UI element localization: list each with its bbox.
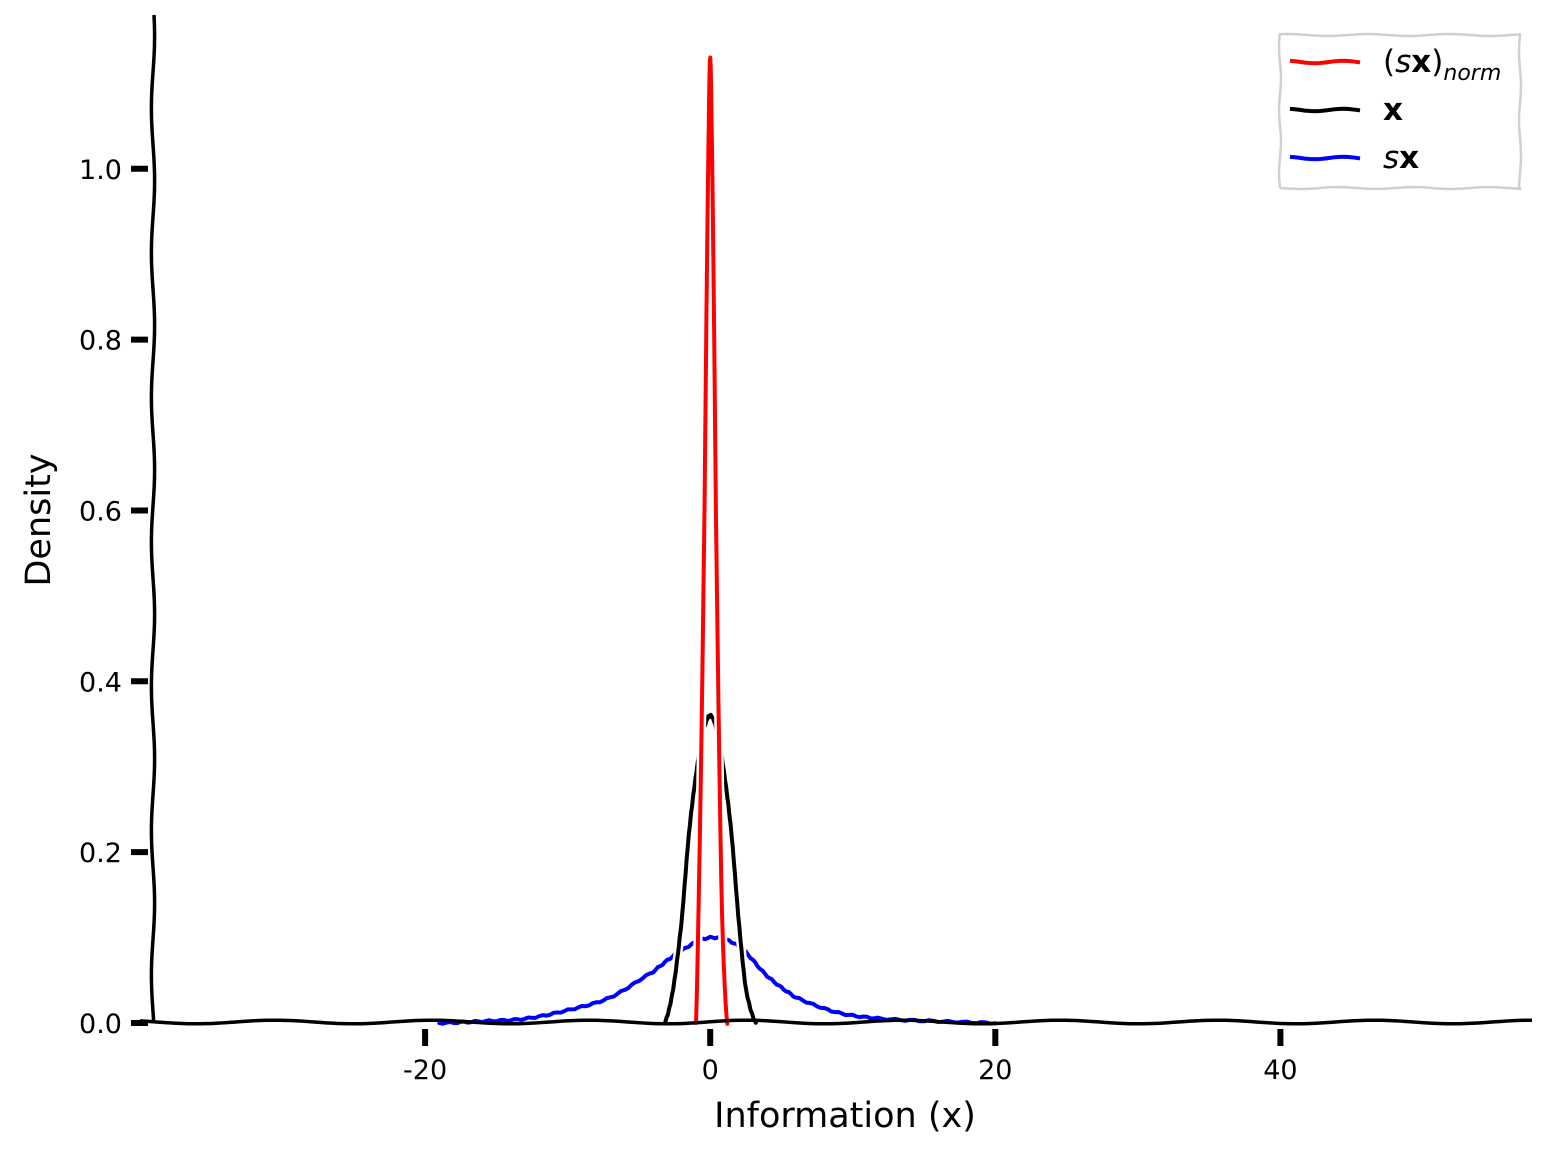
legend-item: x — [1289, 92, 1403, 128]
legend-frame — [1277, 32, 1523, 191]
series-x-line — [660, 710, 761, 1028]
legend-item: (sx)norm — [1289, 44, 1501, 86]
legend-swatch — [1289, 58, 1361, 66]
legend-label: sx — [1383, 140, 1419, 176]
series-sx-line — [434, 932, 1000, 1029]
y-tick-label: 1.0 — [79, 155, 122, 186]
series-layer — [434, 53, 1000, 1029]
y-tick-label: 0.4 — [79, 667, 122, 698]
x-axis-title: Information (x) — [714, 1096, 976, 1136]
legend-label: (sx)norm — [1383, 44, 1501, 86]
ticks-layer: 0.0 0.2 0.4 0.6 0.8 1.0 -20 0 20 40 — [79, 155, 1298, 1086]
x-axis-spine — [139, 1018, 1533, 1026]
series-sx-norm-line — [691, 53, 732, 1029]
legend-swatch — [1289, 154, 1361, 162]
legend-swatch — [1289, 106, 1361, 114]
y-tick-label: 0.8 — [79, 326, 122, 357]
x-tick-label: -20 — [403, 1055, 447, 1086]
y-axis-spine — [149, 14, 157, 1024]
x-tick-label: 40 — [1263, 1055, 1297, 1086]
y-tick-label: 0.0 — [79, 1009, 122, 1040]
y-tick-label: 0.2 — [79, 838, 122, 869]
x-tick-label: 0 — [702, 1055, 719, 1086]
x-tick-label: 20 — [978, 1055, 1012, 1086]
y-axis-title: Density — [19, 453, 59, 586]
y-tick-label: 0.6 — [79, 496, 122, 527]
legend-item: sx — [1289, 140, 1419, 176]
axes-layer — [139, 14, 1533, 1026]
legend-label: x — [1383, 92, 1403, 128]
legend: (sx)norm x sx — [1277, 32, 1523, 191]
